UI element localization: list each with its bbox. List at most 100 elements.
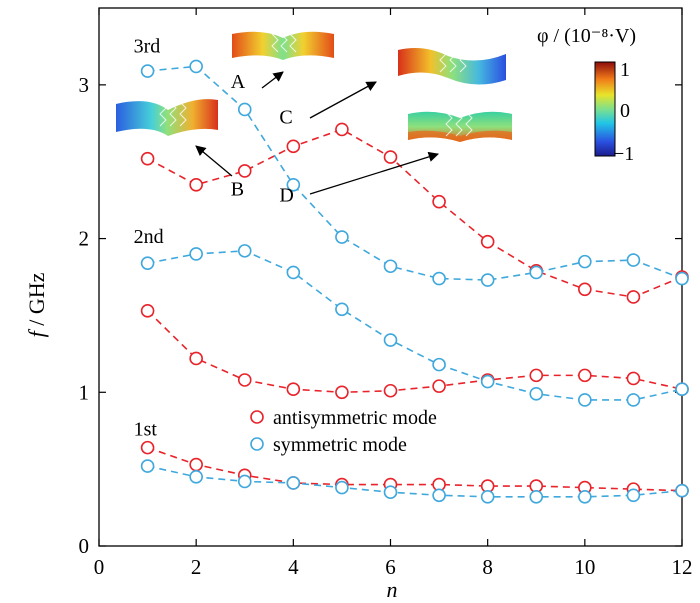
data-point <box>675 271 689 286</box>
data-point <box>529 387 544 401</box>
data-point <box>335 385 349 400</box>
branch-label: 3rd <box>134 36 161 58</box>
x-tick-label: 0 <box>94 555 105 579</box>
legend-label-symmetric: symmetric mode <box>273 434 407 456</box>
colorbar-title: φ / (10⁻⁸·V) <box>537 25 636 47</box>
legend-label-antisymmetric: antisymmetric mode <box>273 407 437 429</box>
data-point <box>578 368 592 383</box>
arrow-c <box>309 81 377 119</box>
arrow-a <box>261 71 284 89</box>
data-point <box>140 64 155 78</box>
data-point <box>189 59 203 74</box>
series-symmetric-3rd <box>140 59 689 287</box>
data-point <box>237 102 252 117</box>
data-point <box>286 177 301 192</box>
data-point <box>432 488 446 503</box>
series-group <box>140 59 689 504</box>
data-point <box>189 470 203 484</box>
data-point <box>140 151 155 166</box>
data-point <box>578 282 592 297</box>
annotation-labels: 1st 2nd 3rd A B C D <box>134 36 294 441</box>
data-point <box>578 254 592 269</box>
y-axis-title: f / GHz <box>24 272 49 337</box>
point-label-b: B <box>231 179 244 201</box>
data-point <box>675 483 689 498</box>
data-point <box>286 139 301 154</box>
data-point <box>286 265 301 280</box>
data-point <box>432 194 446 209</box>
data-point <box>383 383 398 398</box>
data-point <box>383 485 398 500</box>
colorbar: φ / (10⁻⁸·V) 1 0 −1 <box>537 25 636 165</box>
data-point <box>675 382 689 397</box>
series-symmetric-2nd <box>140 244 689 407</box>
branch-label: 1st <box>134 418 158 440</box>
data-point <box>480 374 495 389</box>
point-label-a: A <box>231 71 246 93</box>
series-line <box>147 446 683 492</box>
data-point <box>432 271 446 286</box>
y-tick-label: 1 <box>79 380 90 404</box>
x-tick-label: 6 <box>385 555 396 579</box>
series-antisymmetric-2nd <box>140 304 689 400</box>
data-point <box>578 490 592 504</box>
point-label-d: D <box>279 185 293 207</box>
data-point <box>286 382 301 397</box>
point-label-c: C <box>279 106 292 128</box>
data-point <box>432 357 446 372</box>
x-axis-title: n <box>387 577 398 602</box>
legend-marker-antisymmetric <box>250 410 264 424</box>
data-point <box>383 259 398 274</box>
data-point <box>140 304 155 318</box>
mode-shape-inset-a <box>232 31 334 60</box>
series-antisymmetric-1st <box>140 440 689 498</box>
data-point <box>189 177 203 192</box>
arrow-d <box>309 151 439 195</box>
data-point <box>480 234 495 249</box>
data-point <box>626 253 641 267</box>
data-point <box>529 368 544 383</box>
y-tick-label: 3 <box>79 73 90 97</box>
data-point <box>189 247 203 261</box>
data-point <box>335 230 349 244</box>
x-tick-label: 2 <box>191 555 202 579</box>
colorbar-tick-zero: 0 <box>620 100 630 122</box>
data-point <box>383 333 398 347</box>
series-symmetric-1st <box>140 459 689 504</box>
x-tick-label: 8 <box>482 555 493 579</box>
legend-marker-symmetric <box>250 437 264 451</box>
data-point <box>529 265 544 280</box>
mode-shape-inset-b <box>116 99 218 136</box>
data-point <box>140 256 155 270</box>
x-tick-label: 4 <box>288 555 299 579</box>
data-point <box>626 488 641 503</box>
series-line <box>147 128 683 298</box>
data-point <box>286 476 301 490</box>
data-point <box>335 122 349 137</box>
data-point <box>335 480 349 495</box>
data-point <box>480 490 495 504</box>
branch-label: 2nd <box>134 226 164 248</box>
data-point <box>335 302 349 317</box>
data-point <box>237 474 252 489</box>
data-point <box>626 393 641 407</box>
y-tick-label: 2 <box>79 227 90 251</box>
colorbar-gradient <box>594 61 616 157</box>
arrow-b <box>195 145 233 177</box>
data-point <box>383 150 398 164</box>
data-point <box>237 244 252 258</box>
mode-shape-inset-c <box>398 47 506 85</box>
mode-shape-inset-d <box>408 111 512 142</box>
series-line <box>147 65 683 281</box>
data-point <box>189 457 203 472</box>
data-point <box>189 351 203 366</box>
series-line <box>147 465 683 498</box>
x-tick-label: 10 <box>574 555 595 579</box>
x-tick-label: 12 <box>672 555 693 579</box>
data-point <box>626 290 641 304</box>
data-point <box>578 393 592 407</box>
series-line <box>147 310 683 394</box>
series-line <box>147 250 683 401</box>
